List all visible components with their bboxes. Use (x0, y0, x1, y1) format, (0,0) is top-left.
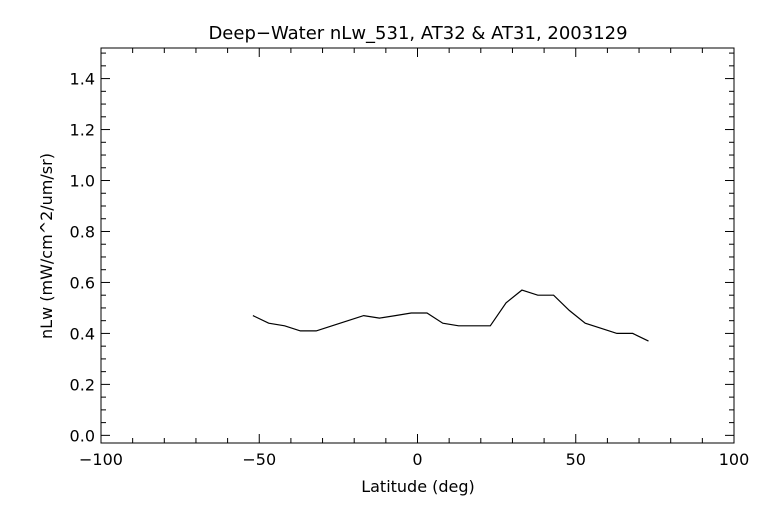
plot-frame (100, 47, 735, 444)
x-tick-label: −50 (242, 450, 276, 469)
x-axis-label: Latitude (deg) (361, 477, 475, 496)
y-tick-label: 0.4 (70, 324, 95, 343)
x-axis: −100 −50 0 50 100 (79, 48, 749, 469)
y-tick-label: 1.4 (70, 70, 95, 89)
y-tick-label: 0.8 (70, 222, 95, 241)
y-tick-label: 0.6 (70, 273, 95, 292)
series-line (252, 289, 649, 342)
y-axis-label: nLw (mW/cm^2/um/sr) (37, 153, 56, 339)
chart-title: Deep−Water nLw_531, AT32 & AT31, 2003129 (208, 23, 627, 44)
y-axis: 0.0 0.2 0.4 0.6 0.8 1.0 1.2 1.4 (70, 52, 734, 445)
x-tick-label: 50 (566, 450, 586, 469)
x-tick-label: −100 (79, 450, 123, 469)
x-tick-label: 100 (719, 450, 750, 469)
x-tick-label: 0 (412, 450, 422, 469)
y-tick-label: 1.0 (70, 172, 95, 191)
y-tick-label: 0.0 (70, 426, 95, 445)
y-tick-label: 1.2 (70, 121, 95, 140)
y-tick-label: 0.2 (70, 375, 95, 394)
